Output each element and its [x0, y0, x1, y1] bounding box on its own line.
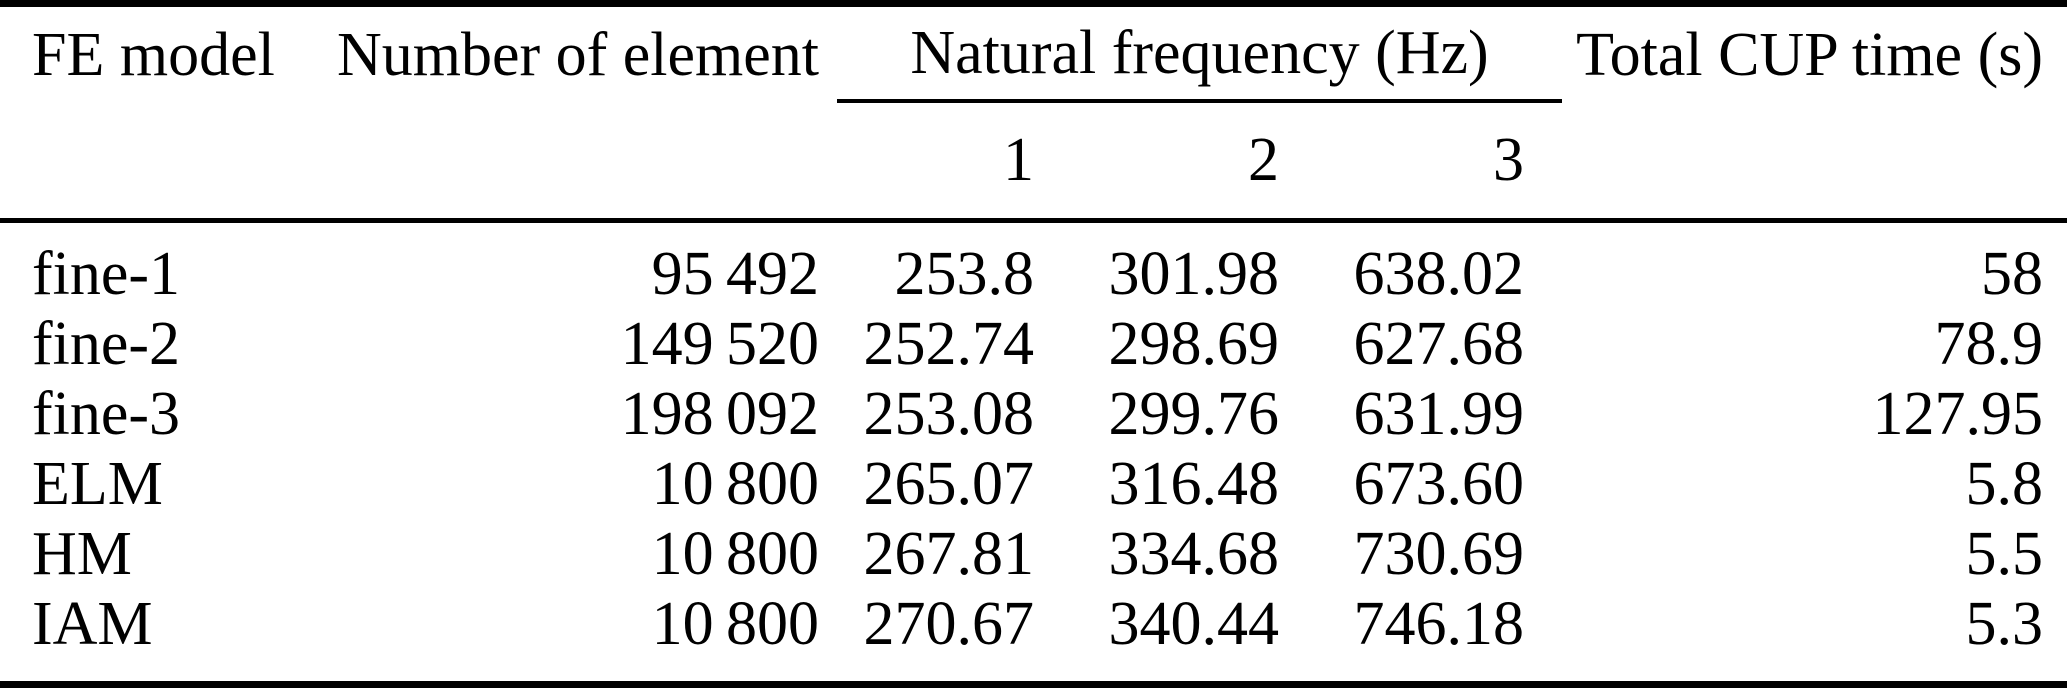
cell-freq-1: 265.07	[863, 450, 1035, 518]
cell-freq-2: 298.69	[1108, 310, 1280, 378]
cell-elements: 198 092	[620, 380, 819, 448]
cell-freq-2: 334.68	[1108, 520, 1280, 588]
subheader-mode-1: 1	[1003, 126, 1034, 194]
table-row-hm: HM 10 800 267.81 334.68 730.69 5.5	[0, 519, 2067, 589]
table-row-fine-2: fine-2 149 520 252.74 298.69 627.68 78.9	[0, 309, 2067, 379]
table-subheader-row: 1 2 3	[0, 103, 2067, 218]
column-header-total-cup-time: Total CUP time (s)	[1576, 20, 2043, 89]
table-row-fine-1: fine-1 95 492 253.8 301.98 638.02 58	[0, 239, 2067, 309]
table-bottom-rule	[0, 681, 2067, 688]
table-row-iam: IAM 10 800 270.67 340.44 746.18 5.3	[0, 589, 2067, 659]
cell-freq-1: 252.74	[863, 310, 1035, 378]
cell-freq-3: 638.02	[1353, 240, 1525, 308]
cell-freq-1: 267.81	[863, 520, 1035, 588]
cell-freq-2: 301.98	[1108, 240, 1280, 308]
cell-freq-1: 270.67	[863, 590, 1035, 658]
cell-freq-3: 631.99	[1353, 380, 1525, 448]
cell-freq-3: 730.69	[1353, 520, 1525, 588]
table-header-rule	[0, 218, 2067, 223]
cell-model: fine-3	[32, 380, 181, 448]
cell-freq-2: 340.44	[1108, 590, 1280, 658]
cell-elements: 149 520	[620, 310, 819, 378]
cell-time: 5.3	[1965, 590, 2044, 658]
cell-time: 5.5	[1965, 520, 2044, 588]
table-row-elm: ELM 10 800 265.07 316.48 673.60 5.8	[0, 449, 2067, 519]
column-header-fe-model: FE model	[32, 20, 275, 89]
cell-time: 78.9	[1934, 310, 2044, 378]
subheader-mode-3: 3	[1493, 126, 1524, 194]
cell-model: fine-2	[32, 310, 181, 378]
column-group-header-natural-frequency: Natural frequency (Hz)	[837, 7, 1562, 103]
cell-model: IAM	[32, 590, 153, 658]
cell-freq-3: 627.68	[1353, 310, 1525, 378]
column-header-number-of-element: Number of element	[336, 20, 819, 89]
cell-elements: 10 800	[651, 590, 819, 658]
table-header-row: FE model Number of element Natural frequ…	[0, 7, 2067, 103]
subheader-mode-2: 2	[1248, 126, 1279, 194]
cell-time: 127.95	[1872, 380, 2044, 448]
cell-freq-2: 299.76	[1108, 380, 1280, 448]
cell-time: 5.8	[1965, 450, 2044, 518]
table-row-fine-3: fine-3 198 092 253.08 299.76 631.99 127.…	[0, 379, 2067, 449]
cell-freq-1: 253.08	[863, 380, 1035, 448]
table-top-rule	[0, 0, 2067, 7]
cell-elements: 95 492	[651, 240, 819, 308]
cell-model: fine-1	[32, 240, 181, 308]
cell-elements: 10 800	[651, 520, 819, 588]
table-body: fine-1 95 492 253.8 301.98 638.02 58 fin…	[0, 223, 2067, 681]
cell-freq-1: 253.8	[894, 240, 1035, 308]
cell-model: ELM	[32, 450, 163, 518]
cell-freq-3: 673.60	[1353, 450, 1525, 518]
cell-model: HM	[32, 520, 132, 588]
natural-frequency-label: Natural frequency (Hz)	[910, 18, 1489, 87]
cell-time: 58	[1981, 240, 2043, 308]
cell-freq-2: 316.48	[1108, 450, 1280, 518]
cell-freq-3: 746.18	[1353, 590, 1525, 658]
cell-elements: 10 800	[651, 450, 819, 518]
